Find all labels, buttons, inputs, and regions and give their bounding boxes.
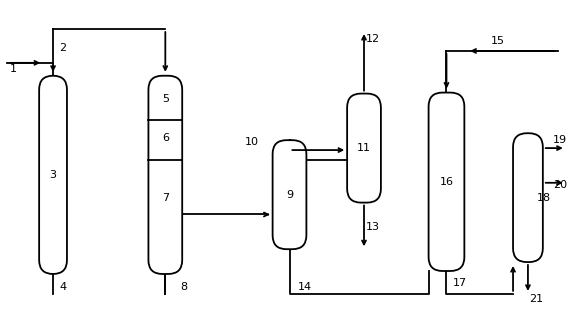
Text: 9: 9 — [286, 190, 293, 200]
Text: 3: 3 — [50, 170, 57, 180]
Text: 11: 11 — [357, 143, 371, 153]
Text: 12: 12 — [366, 34, 380, 44]
Text: 1: 1 — [10, 64, 17, 74]
FancyBboxPatch shape — [148, 76, 182, 274]
Text: 18: 18 — [537, 193, 551, 203]
FancyBboxPatch shape — [273, 140, 306, 249]
Text: 10: 10 — [245, 137, 259, 147]
Text: 16: 16 — [439, 177, 453, 187]
Text: 7: 7 — [162, 193, 169, 203]
Text: 14: 14 — [298, 282, 312, 292]
Text: 6: 6 — [162, 133, 169, 143]
FancyBboxPatch shape — [428, 93, 464, 271]
Text: 13: 13 — [366, 222, 380, 232]
Text: 15: 15 — [491, 36, 505, 46]
Text: 20: 20 — [553, 180, 567, 190]
Text: 17: 17 — [453, 278, 467, 288]
FancyBboxPatch shape — [513, 133, 543, 262]
Text: 8: 8 — [181, 282, 188, 292]
FancyBboxPatch shape — [39, 76, 67, 274]
Text: 21: 21 — [529, 294, 543, 304]
Text: 5: 5 — [162, 94, 169, 104]
Text: 4: 4 — [60, 282, 67, 292]
FancyBboxPatch shape — [347, 94, 381, 203]
Text: 19: 19 — [553, 135, 567, 145]
Text: 2: 2 — [60, 43, 67, 53]
